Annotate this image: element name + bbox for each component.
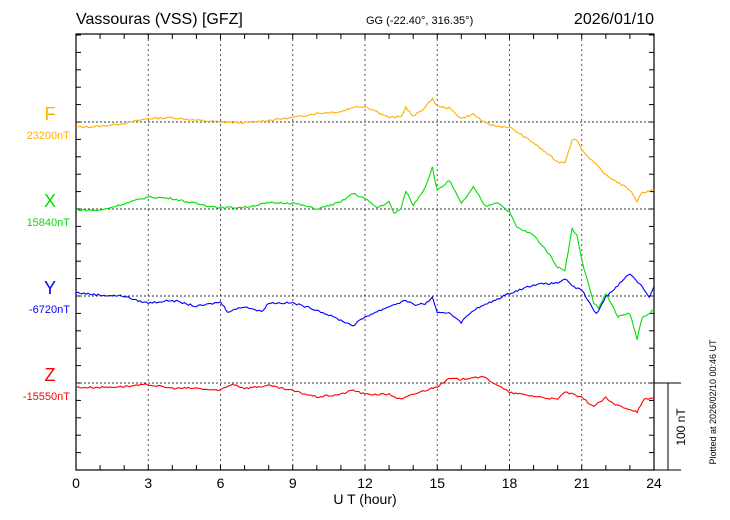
x-tick-label: 0 <box>72 475 80 491</box>
chart-date: 2026/01/10 <box>574 11 654 28</box>
x-tick-label: 3 <box>144 475 152 491</box>
x-tick-label: 18 <box>502 475 518 491</box>
plot-frame <box>75 33 655 471</box>
series-baseline-label-z: -15550nT <box>23 391 70 403</box>
series-line-z <box>75 376 655 414</box>
series-name-x: X <box>44 191 56 211</box>
x-tick-label: 9 <box>289 475 297 491</box>
x-axis-label: U T (hour) <box>333 491 396 507</box>
x-tick-label: 6 <box>217 475 225 491</box>
series-name-f: F <box>45 104 56 124</box>
x-tick-label: 21 <box>574 475 590 491</box>
series-baseline-label-x: 15840nT <box>27 217 71 229</box>
series-name-z: Z <box>45 365 56 385</box>
series-baseline-label-f: 23200nT <box>27 130 71 142</box>
chart-subtitle: GG (-22.40°, 316.35°) <box>366 15 473 27</box>
series-baseline-label-y: -6720nT <box>29 304 70 316</box>
series-name-y: Y <box>44 278 56 298</box>
x-tick-label: 15 <box>429 475 445 491</box>
series-line-x <box>75 166 655 340</box>
chart-title: Vassouras (VSS) [GFZ] <box>76 11 243 28</box>
series-line-f <box>75 97 655 204</box>
plotted-note: Plotted at 2026/02/10 00:46 UT <box>708 339 718 465</box>
series-line-y <box>75 273 655 327</box>
x-tick-label: 12 <box>357 475 373 491</box>
scale-bar-label: 100 nT <box>674 408 688 446</box>
x-tick-label: 24 <box>646 475 662 491</box>
